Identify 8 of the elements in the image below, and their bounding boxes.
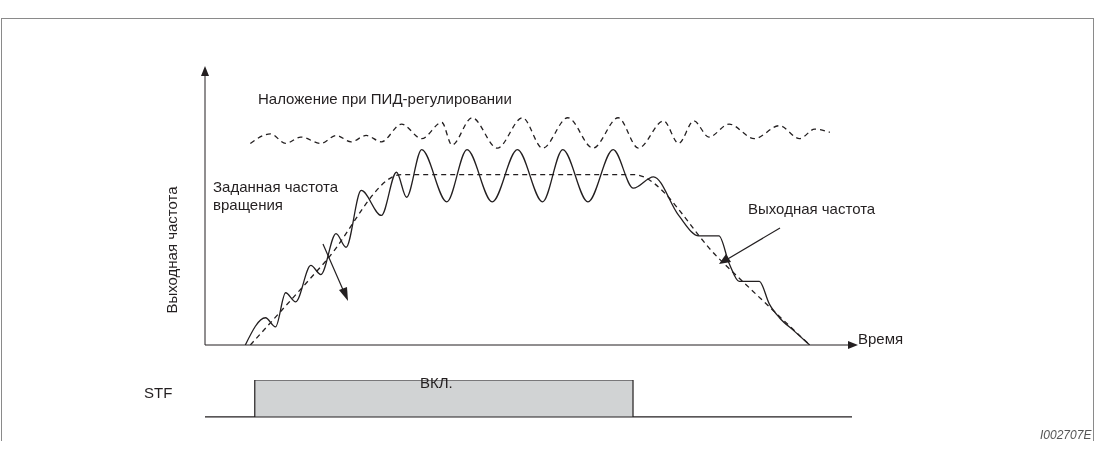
series-label: Наложение при ПИД-регулировании — [258, 90, 512, 107]
x-axis-title: Время — [858, 330, 904, 347]
text: I002707E — [1040, 428, 1092, 442]
series-label: Заданная частота вращения — [213, 178, 339, 213]
text: Выходная частота — [748, 200, 876, 217]
text: STF — [144, 384, 173, 401]
annotation: ВКЛ. — [420, 374, 453, 391]
y-axis-title: Выходная частота — [163, 186, 180, 314]
